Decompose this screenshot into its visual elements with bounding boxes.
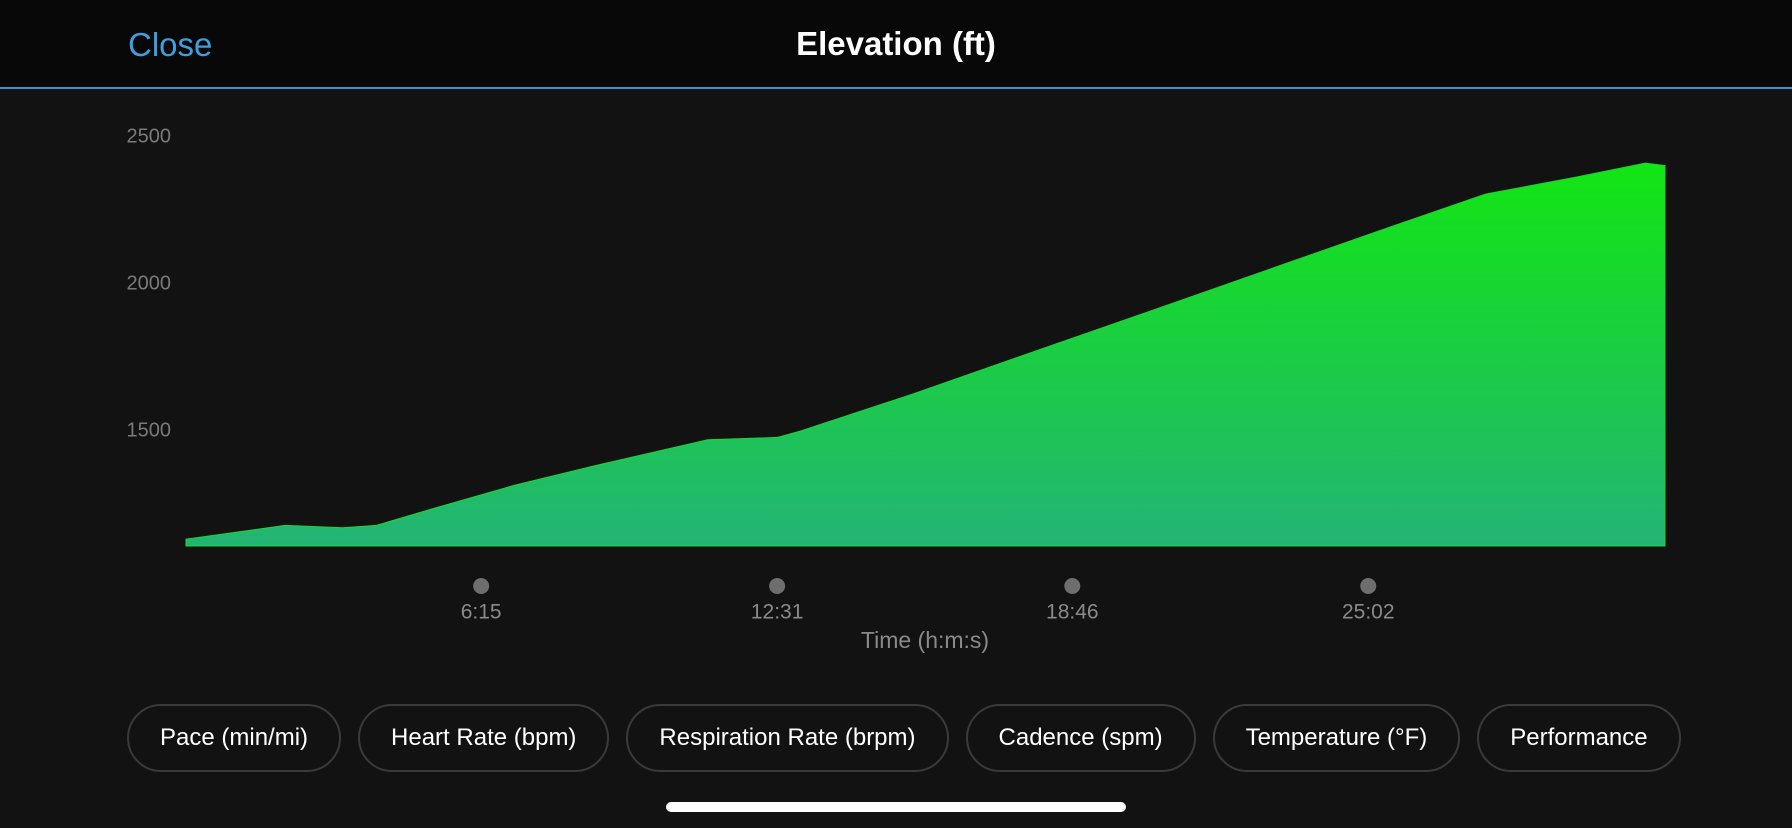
x-tick-label: 12:31: [751, 601, 804, 624]
chart: Time (h:m:s) 1500 2000 2500 6:15 12:31 18:46 2…: [127, 125, 1666, 653]
x-tick-dot: [1360, 578, 1377, 594]
x-axis-title: Time (h:m:s): [861, 627, 989, 653]
home-indicator: [666, 802, 1126, 812]
close-button[interactable]: Close: [128, 26, 213, 63]
metric-tab[interactable]: Respiration Rate (brpm): [626, 704, 949, 772]
x-tick-label: 25:02: [1342, 601, 1395, 624]
x-tick-label: 18:46: [1046, 601, 1099, 624]
metric-tab[interactable]: Pace (min/mi): [127, 704, 342, 772]
x-tick-dot: [473, 578, 490, 594]
elevation-area: [185, 162, 1666, 547]
y-tick-label: 1500: [127, 420, 172, 442]
x-tick-label: 6:15: [461, 601, 502, 624]
top-bar: Close Elevation (ft): [0, 0, 1792, 89]
metric-tab[interactable]: Cadence (spm): [965, 704, 1196, 772]
metric-tab[interactable]: Temperature (°F): [1212, 704, 1461, 772]
metric-tab[interactable]: Heart Rate (bpm): [358, 704, 610, 772]
y-tick-label: 2000: [127, 272, 172, 294]
metric-tab[interactable]: Performance: [1477, 704, 1681, 772]
y-tick-label: 2500: [127, 125, 172, 147]
x-tick-dot: [769, 578, 786, 594]
x-tick-dot: [1064, 578, 1081, 594]
metric-tabs: Pace (min/mi) Heart Rate (bpm) Respiration…: [127, 704, 1696, 776]
page-title: Elevation (ft): [796, 25, 996, 62]
